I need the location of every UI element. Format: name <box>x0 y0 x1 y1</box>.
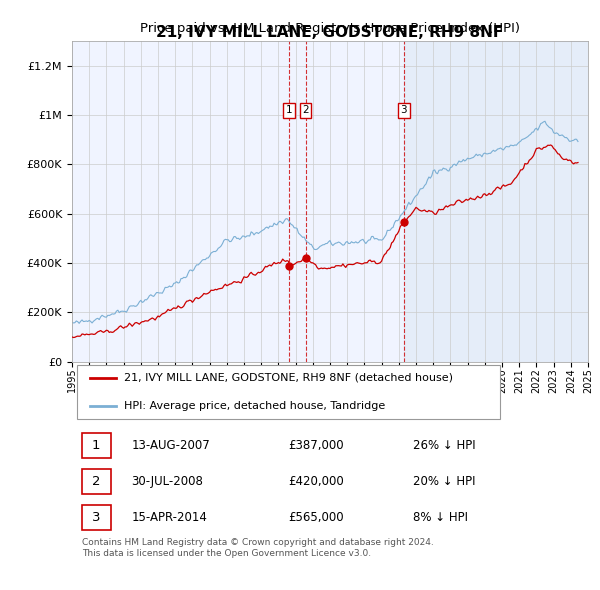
Text: Contains HM Land Registry data © Crown copyright and database right 2024.
This d: Contains HM Land Registry data © Crown c… <box>82 538 434 558</box>
Text: 26% ↓ HPI: 26% ↓ HPI <box>413 438 475 451</box>
Text: HPI: Average price, detached house, Tandridge: HPI: Average price, detached house, Tand… <box>124 401 385 411</box>
FancyBboxPatch shape <box>82 505 110 530</box>
Text: £387,000: £387,000 <box>289 438 344 451</box>
Text: 1: 1 <box>286 105 292 115</box>
Text: 1: 1 <box>92 438 101 451</box>
FancyBboxPatch shape <box>82 432 110 457</box>
FancyBboxPatch shape <box>82 469 110 494</box>
Text: 2: 2 <box>302 105 309 115</box>
Bar <box>404 41 588 362</box>
Text: 20% ↓ HPI: 20% ↓ HPI <box>413 475 475 488</box>
Text: 21, IVY MILL LANE, GODSTONE, RH9 8NF (detached house): 21, IVY MILL LANE, GODSTONE, RH9 8NF (de… <box>124 373 452 383</box>
Title: 21, IVY MILL LANE, GODSTONE, RH9 8NF: 21, IVY MILL LANE, GODSTONE, RH9 8NF <box>157 25 503 40</box>
Text: 8% ↓ HPI: 8% ↓ HPI <box>413 512 467 525</box>
Text: 15-APR-2014: 15-APR-2014 <box>131 512 207 525</box>
Text: £565,000: £565,000 <box>289 512 344 525</box>
FancyBboxPatch shape <box>77 365 500 419</box>
Text: 3: 3 <box>400 105 407 115</box>
Text: 3: 3 <box>92 512 101 525</box>
Text: 30-JUL-2008: 30-JUL-2008 <box>131 475 203 488</box>
Text: Price paid vs. HM Land Registry's House Price Index (HPI): Price paid vs. HM Land Registry's House … <box>140 22 520 35</box>
Text: £420,000: £420,000 <box>289 475 344 488</box>
Text: 2: 2 <box>92 475 101 488</box>
Text: 13-AUG-2007: 13-AUG-2007 <box>131 438 210 451</box>
